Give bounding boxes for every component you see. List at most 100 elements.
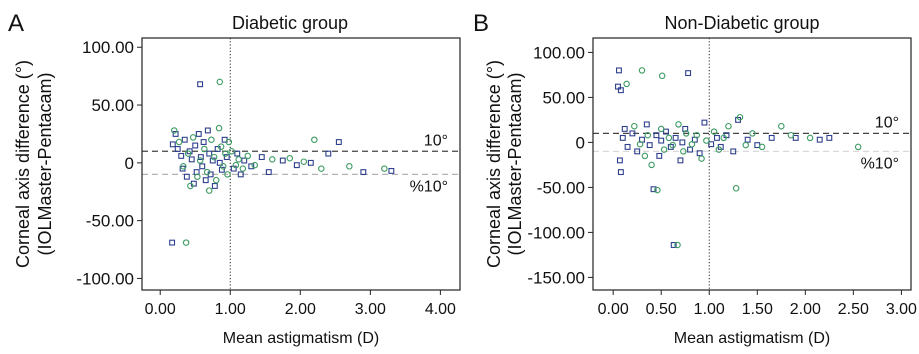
y-tick-label: -150.00	[527, 268, 585, 287]
x-tick-label: 2.50	[838, 301, 869, 318]
scatter-point-square	[621, 125, 628, 132]
scatter-point-circle	[654, 186, 661, 194]
scatter-point-circle	[715, 146, 723, 153]
scatter-point-square	[174, 146, 181, 152]
scatter-point-circle	[205, 187, 213, 194]
scatter-point-circle	[725, 122, 732, 130]
x-tick-label: 1.00	[215, 301, 246, 318]
scatter-point-square	[200, 139, 207, 145]
scatter-point-circle	[710, 128, 718, 135]
scatter-point-circle	[187, 182, 194, 190]
y-axis-label: (IOLMaster-Pentacam)	[505, 72, 525, 255]
scatter-point-circle	[674, 241, 681, 249]
scatter-point-circle	[228, 148, 235, 155]
scatter-point-square	[670, 242, 677, 248]
y-tick-label: -100.00	[527, 223, 585, 242]
scatter-point-circle	[682, 130, 690, 137]
scatter-point-square	[677, 157, 684, 164]
scatter-point-square	[656, 152, 663, 159]
y-tick-label: 50.00	[542, 88, 585, 107]
scatter-point-circle	[698, 155, 705, 162]
reference-line-label: %10°	[861, 155, 899, 172]
y-tick-label: 100.00	[533, 43, 585, 62]
scatter-point-circle	[222, 150, 229, 157]
scatter-point-square	[197, 81, 204, 88]
scatter-point-circle	[269, 156, 276, 163]
scatter-point-circle	[660, 146, 668, 153]
x-tick-label: 0.50	[646, 301, 677, 318]
scatter-point-square	[388, 167, 395, 174]
scatter-point-circle	[300, 158, 308, 165]
y-axis-label: Corneal axis difference (°)	[484, 60, 504, 268]
scatter-point-square	[646, 142, 653, 149]
scatter-point-square	[307, 159, 314, 166]
scatter-point-circle	[688, 140, 696, 148]
scatter-point-square	[258, 154, 265, 161]
scatter-point-square	[199, 163, 206, 170]
scatter-point-square	[663, 128, 669, 135]
scatter-point-square	[181, 136, 188, 143]
reference-line-label: 10°	[424, 132, 448, 149]
x-axis-label: Mean astigmatism (D)	[674, 330, 830, 347]
scatter-point-square	[687, 146, 693, 153]
y-tick-label: -50.00	[86, 212, 134, 231]
y-tick-label: 0	[576, 133, 585, 152]
scatter-point-circle	[225, 138, 233, 146]
scatter-point-circle	[381, 165, 388, 172]
scatter-point-circle	[758, 143, 766, 151]
y-axis-label: (IOLMaster-Pentacam)	[35, 72, 55, 255]
scatter-point-circle	[669, 141, 676, 149]
scatter-point-square	[730, 148, 737, 155]
scatter-point-circle	[232, 161, 240, 169]
scatter-point-square	[204, 127, 211, 134]
scatter-point-square	[650, 186, 657, 193]
scatter-point-circle	[215, 124, 223, 132]
scatter-point-circle	[346, 163, 353, 170]
scatter-point-circle	[235, 156, 242, 163]
scatter-point-square	[713, 134, 720, 141]
scatter-point-square	[209, 157, 216, 164]
x-tick-label: 2.00	[790, 301, 821, 318]
scatter-point-square	[293, 162, 300, 169]
scatter-point-circle	[216, 78, 223, 86]
scatter-point-square	[178, 152, 185, 159]
scatter-point-circle	[194, 173, 201, 180]
scatter-point-square	[218, 166, 225, 173]
scatter-point-circle	[736, 113, 744, 121]
scatter-point-circle	[732, 185, 740, 192]
scatter-point-square	[192, 142, 199, 149]
scatter-point-square	[816, 136, 823, 143]
scatter-point-circle	[749, 130, 756, 137]
x-tick-label: 3.00	[886, 301, 917, 318]
scatter-point-circle	[720, 134, 727, 142]
scatter-point-square	[325, 150, 332, 157]
scatter-point-circle	[657, 125, 665, 133]
scatter-point-circle	[693, 131, 701, 139]
panel-letter: A	[8, 10, 24, 37]
scatter-point-square	[335, 139, 342, 145]
scatter-point-square	[619, 134, 626, 141]
scatter-point-square	[172, 130, 179, 137]
scatter-point-circle	[224, 171, 231, 178]
scatter-point-circle	[244, 152, 252, 160]
scatter-point-circle	[311, 136, 318, 143]
reference-line-label: 10°	[875, 114, 899, 131]
scatter-point-square	[241, 157, 248, 164]
scatter-point-square	[617, 169, 624, 176]
scatter-point-square	[169, 239, 176, 246]
scatter-point-circle	[184, 150, 192, 157]
scatter-point-square	[624, 143, 631, 150]
reference-line-label: %10°	[410, 178, 448, 195]
scatter-point-circle	[239, 165, 247, 172]
plot-frame	[141, 37, 461, 291]
scatter-point-circle	[203, 168, 211, 176]
scatter-point-square	[629, 130, 636, 137]
scatter-point-circle	[778, 122, 785, 130]
scatter-point-circle	[318, 165, 325, 172]
scatter-point-circle	[175, 138, 183, 146]
panel-b: B Non-Diabetic group Corneal axis differen…	[473, 10, 917, 347]
scatter-point-square	[708, 141, 715, 148]
x-tick-label: 0.00	[145, 301, 176, 318]
y-tick-label: 50.00	[91, 96, 134, 115]
scatter-point-square	[643, 121, 650, 128]
